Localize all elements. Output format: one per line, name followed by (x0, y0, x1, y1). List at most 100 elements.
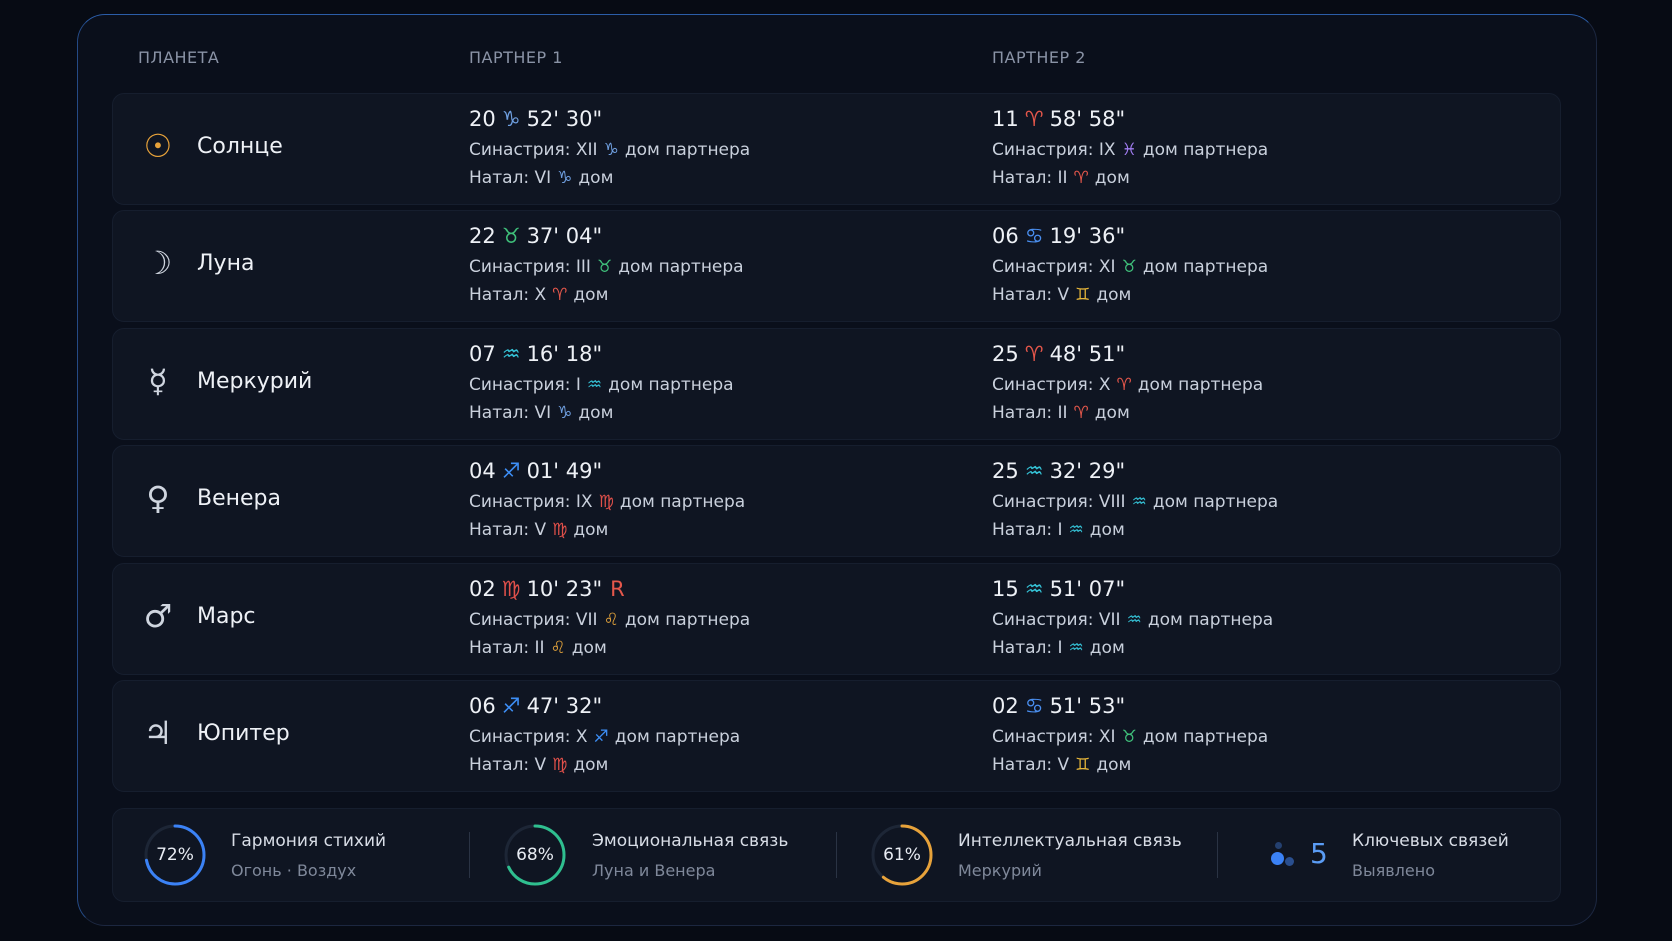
natal: Натал: II ♈ дом (992, 403, 1130, 423)
position: 15 ♒ 51' 07" (992, 577, 1125, 601)
dot (1285, 857, 1294, 866)
position: 25 ♈ 48' 51" (992, 342, 1125, 366)
zodiac-sign: ♌ (550, 637, 566, 658)
text: дом (573, 285, 609, 306)
text: дом партнера (614, 727, 741, 747)
zodiac-sign: ♓ (1121, 140, 1137, 160)
synastry: Синастрия: I ♒ дом партнера (469, 375, 734, 395)
text: 25 (992, 341, 1019, 366)
planet-symbol: ♀ (146, 479, 170, 518)
position: 11 ♈ 58' 58" (992, 107, 1125, 131)
percent-label: 61% (883, 845, 921, 865)
row-card (112, 680, 1561, 792)
row-card (112, 210, 1561, 323)
row-card (112, 562, 1561, 675)
zodiac-sign: ♒ (1024, 576, 1044, 601)
text: дом (1094, 402, 1130, 423)
planet-name: Юпитер (197, 721, 290, 746)
natal: Натал: V ♍ дом (469, 755, 608, 775)
planet-symbol: ☽ (143, 244, 173, 283)
zodiac-sign: ♈ (1116, 374, 1132, 395)
synastry: Синастрия: XI ♉ дом партнера (992, 257, 1268, 277)
text: Натал: V (469, 520, 547, 541)
text: дом (573, 520, 609, 541)
zodiac-sign: ♑ (557, 168, 573, 188)
text: Синастрия: XII (469, 140, 598, 160)
key-subtitle: Выявлено (1352, 861, 1435, 880)
zodiac-sign: ♈ (1024, 107, 1044, 131)
synastry: Синастрия: X ♈ дом партнера (992, 375, 1263, 395)
text: дом партнера (1142, 257, 1269, 278)
dot (1271, 852, 1284, 865)
text: дом партнера (608, 374, 734, 395)
position: 04 ♐ 01' 49" (469, 459, 602, 483)
zodiac-sign: ♈ (552, 285, 568, 306)
zodiac-sign: ♒ (1068, 520, 1084, 541)
planet-name: Меркурий (197, 368, 313, 394)
key-title: Ключевых связей (1352, 831, 1509, 851)
zodiac-sign: ♍ (501, 576, 521, 601)
planet-symbol: ♃ (143, 714, 173, 752)
text: дом (1089, 637, 1125, 658)
text: дом партнера (1152, 492, 1279, 513)
text: Натал: I (992, 520, 1063, 541)
text: Синастрия: XI (992, 257, 1116, 278)
text: 02 (992, 694, 1019, 718)
row-card (112, 327, 1561, 440)
text: Синастрия: VII (469, 609, 598, 630)
natal: Натал: I ♒ дом (992, 638, 1125, 658)
natal: Натал: V ♊ дом (992, 755, 1131, 775)
progress-ring (504, 824, 566, 886)
position: 06 ♋ 19' 36" (992, 224, 1125, 248)
position: 02 ♍ 10' 23" R (469, 577, 625, 601)
ring-progress (871, 824, 933, 886)
synastry: Синастрия: XII ♑ дом партнера (469, 140, 750, 160)
text: дом (1089, 520, 1125, 541)
text: дом партнера (1137, 374, 1264, 395)
text: Натал: V (469, 755, 547, 775)
zodiac-sign: ♋ (1024, 694, 1044, 718)
zodiac-sign: ♑ (603, 140, 619, 160)
stat-title: Эмоциональная связь (592, 831, 789, 851)
zodiac-sign: ♍ (552, 755, 568, 775)
divider (469, 832, 470, 878)
zodiac-sign: ♉ (501, 224, 521, 249)
zodiac-sign: ♉ (596, 257, 613, 278)
planet-symbol: ☉ (143, 127, 173, 165)
text: 10' 23" (526, 576, 603, 601)
zodiac-sign: ♉ (1121, 257, 1137, 278)
planet-symbol: ♂ (143, 596, 173, 635)
text: Синастрия: IX (992, 140, 1116, 160)
text: Синастрия: VIII (992, 492, 1126, 513)
zodiac-sign: ♈ (1073, 402, 1089, 423)
text: дом партнера (624, 140, 751, 160)
natal: Натал: I ♒ дом (992, 520, 1125, 540)
text: Синастрия: XI (992, 727, 1116, 747)
stat-subtitle: Меркурий (958, 861, 1042, 880)
zodiac-sign: ♒ (501, 341, 521, 366)
text: 48' 51" (1049, 341, 1126, 366)
zodiac-sign: ♋ (1024, 224, 1044, 249)
synastry: Синастрия: IX ♍ дом партнера (469, 492, 745, 512)
text: дом (571, 637, 607, 658)
text: 15 (992, 576, 1019, 601)
synastry: Синастрия: VIII ♒ дом партнера (992, 492, 1278, 512)
zodiac-sign: ♍ (598, 492, 614, 513)
text: 11 (992, 107, 1019, 131)
zodiac-sign: ♒ (586, 374, 603, 395)
text: 47' 32" (526, 694, 603, 718)
position: 07 ♒ 16' 18" (469, 342, 602, 366)
percent-label: 68% (516, 845, 554, 865)
stat-subtitle: Огонь · Воздух (231, 861, 357, 880)
text: дом партнера (624, 609, 751, 630)
ring-progress (144, 824, 206, 886)
column-header: ПАРТНЕР 1 (469, 48, 563, 67)
natal: Натал: X ♈ дом (469, 285, 608, 305)
planet-name: Луна (197, 251, 255, 277)
text: Натал: II (992, 168, 1068, 188)
column-header: ПАРТНЕР 2 (992, 48, 1086, 67)
zodiac-sign: ♒ (1068, 637, 1084, 658)
text: дом партнера (1147, 609, 1274, 630)
text: 22 (469, 224, 496, 249)
natal: Натал: V ♍ дом (469, 520, 608, 540)
